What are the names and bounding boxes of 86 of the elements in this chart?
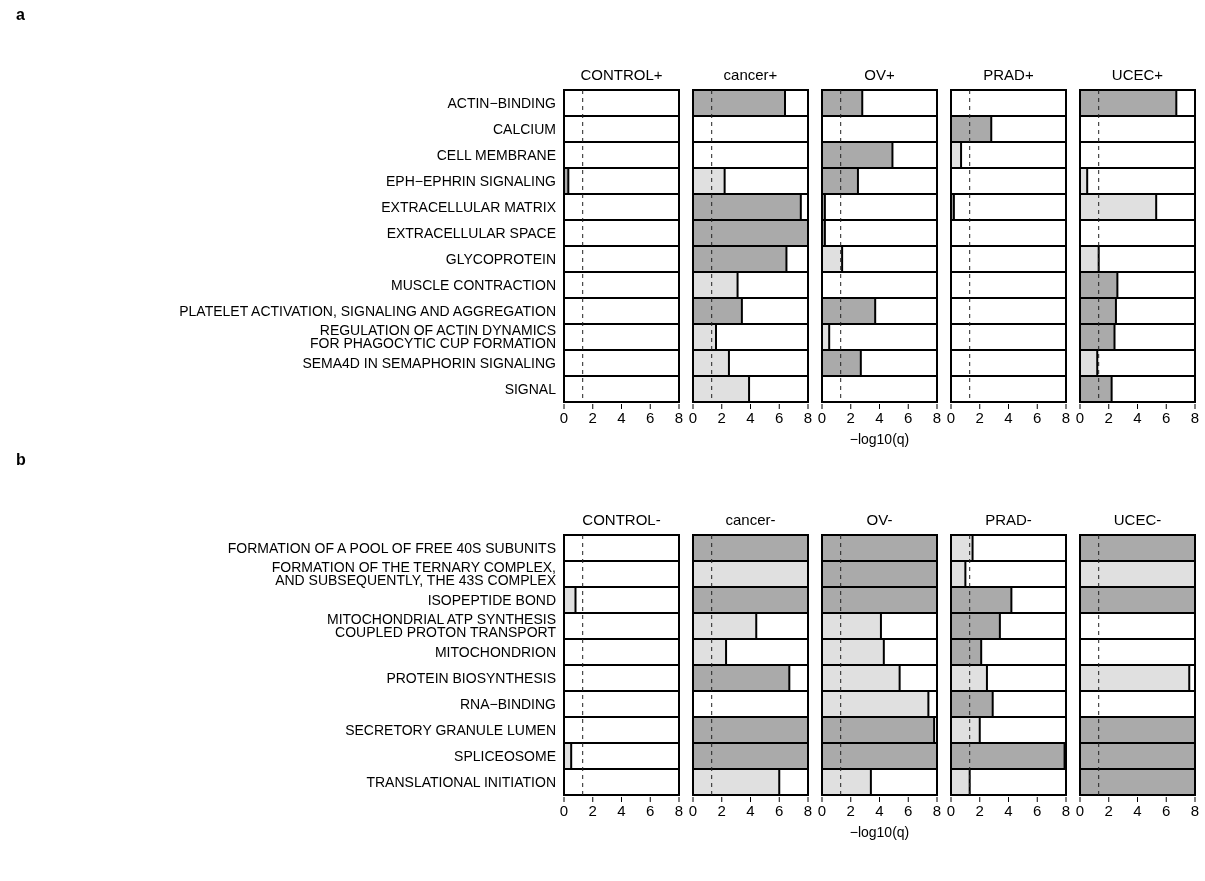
text: b xyxy=(16,451,26,468)
y-tick-label: EXTRACELLULAR MATRIX xyxy=(381,199,557,215)
x-tick-label: 8 xyxy=(932,409,942,426)
x-tick-label: 6 xyxy=(1162,802,1171,819)
y-tick-label: REGULATION OF ACTIN DYNAMICS FOR PHAGOCYTIC CUP FORMATION xyxy=(309,322,556,351)
x-tick-label: 8 xyxy=(1190,409,1200,426)
x-tick-label: 4 xyxy=(1133,409,1142,426)
x-tick-label: 2 xyxy=(588,802,597,819)
x-tick-label: 6 xyxy=(646,802,655,819)
chart-title: cancer+ xyxy=(723,66,778,83)
x-tick-label: 2 xyxy=(1104,409,1113,426)
y-tick-label: MITOCHONDRIAL ATP SYNTHESIS COUPLED PROTON TRANSPORT xyxy=(327,611,557,640)
y-tick-label: TRANSLATIONAL INITIATION xyxy=(366,774,556,790)
chart-title: PRAD- xyxy=(985,511,1032,528)
chart-title: CONTROL- xyxy=(582,511,661,528)
x-axis-title: −log10(q) xyxy=(849,431,910,447)
x-tick-label: 0 xyxy=(817,802,827,819)
x-tick-label: 6 xyxy=(775,409,784,426)
x-tick-label: 8 xyxy=(803,409,813,426)
x-tick-label: 0 xyxy=(817,409,827,426)
x-axis-title: −log10(q) xyxy=(849,824,910,840)
chart-title: OV- xyxy=(866,511,893,528)
x-tick-label: 4 xyxy=(1004,802,1013,819)
x-tick-label: 0 xyxy=(1075,802,1085,819)
x-tick-label: 0 xyxy=(1075,409,1085,426)
x-tick-label: 0 xyxy=(688,409,698,426)
y-tick-label: SIGNAL xyxy=(504,381,557,397)
x-tick-label: 2 xyxy=(717,409,726,426)
x-tick-label: 0 xyxy=(559,802,569,819)
x-tick-label: 6 xyxy=(775,802,784,819)
x-tick-label: 8 xyxy=(1061,802,1071,819)
y-tick-label: EPH−EPHRIN SIGNALING xyxy=(386,173,556,189)
x-tick-label: 2 xyxy=(846,802,855,819)
y-tick-label: GLYCOPROTEIN xyxy=(445,251,556,267)
x-tick-label: 0 xyxy=(688,802,698,819)
x-tick-label: 2 xyxy=(717,802,726,819)
x-tick-label: 2 xyxy=(1104,802,1113,819)
x-tick-label: 6 xyxy=(646,409,655,426)
y-tick-label: PLATELET ACTIVATION, SIGNALING AND AGGREGATION xyxy=(179,303,556,319)
y-tick-label: MITOCHONDRION xyxy=(434,644,556,660)
x-tick-label: 0 xyxy=(946,802,956,819)
x-tick-label: 4 xyxy=(875,802,884,819)
x-tick-label: 8 xyxy=(932,802,942,819)
y-tick-label: PROTEIN BIOSYNTHESIS xyxy=(386,670,556,686)
text: a xyxy=(16,6,25,23)
x-tick-label: 8 xyxy=(803,802,813,819)
y-tick-label: FORMATION OF A POOL OF FREE 40S SUBUNITS xyxy=(227,540,556,556)
x-tick-label: 4 xyxy=(746,802,755,819)
x-tick-label: 2 xyxy=(975,802,984,819)
chart-title: OV+ xyxy=(864,66,895,83)
x-tick-label: 2 xyxy=(846,409,855,426)
y-tick-label: FORMATION OF THE TERNARY COMPLEX, AND SUBSEQUENTLY, THE 43S COMPLEX xyxy=(271,559,557,588)
y-tick-label: ISOPEPTIDE BOND xyxy=(427,592,556,608)
y-tick-label: SEMA4D IN SEMAPHORIN SIGNALING xyxy=(302,355,556,371)
y-tick-label: MUSCLE CONTRACTION xyxy=(391,277,556,293)
x-tick-label: 0 xyxy=(946,409,956,426)
y-tick-label: CALCIUM xyxy=(492,121,556,137)
x-tick-label: 6 xyxy=(1033,802,1042,819)
y-tick-label: SPLICEOSOME xyxy=(454,748,556,764)
x-tick-label: 6 xyxy=(1162,409,1171,426)
x-tick-label: 2 xyxy=(975,409,984,426)
y-tick-label: CELL MEMBRANE xyxy=(436,147,556,163)
y-tick-label: ACTIN−BINDING xyxy=(447,95,556,111)
chart-title: cancer- xyxy=(725,511,776,528)
x-tick-label: 0 xyxy=(559,409,569,426)
x-tick-label: 4 xyxy=(1133,802,1142,819)
x-tick-label: 4 xyxy=(746,409,755,426)
chart-title: UCEC+ xyxy=(1111,66,1164,83)
chart-title: PRAD+ xyxy=(983,66,1034,83)
x-tick-label: 8 xyxy=(674,409,684,426)
chart-title: CONTROL+ xyxy=(580,66,663,83)
x-tick-label: 6 xyxy=(1033,409,1042,426)
x-tick-label: 8 xyxy=(1190,802,1200,819)
x-tick-label: 4 xyxy=(617,802,626,819)
chart-title: UCEC- xyxy=(1113,511,1162,528)
x-tick-label: 4 xyxy=(617,409,626,426)
x-tick-label: 4 xyxy=(875,409,884,426)
x-tick-label: 2 xyxy=(588,409,597,426)
y-tick-label: SECRETORY GRANULE LUMEN xyxy=(345,722,556,738)
x-tick-label: 6 xyxy=(904,409,913,426)
x-tick-label: 4 xyxy=(1004,409,1013,426)
x-tick-label: 8 xyxy=(1061,409,1071,426)
y-tick-label: EXTRACELLULAR SPACE xyxy=(386,225,556,241)
x-tick-label: 6 xyxy=(904,802,913,819)
x-tick-label: 8 xyxy=(674,802,684,819)
y-tick-label: RNA−BINDING xyxy=(459,696,556,712)
